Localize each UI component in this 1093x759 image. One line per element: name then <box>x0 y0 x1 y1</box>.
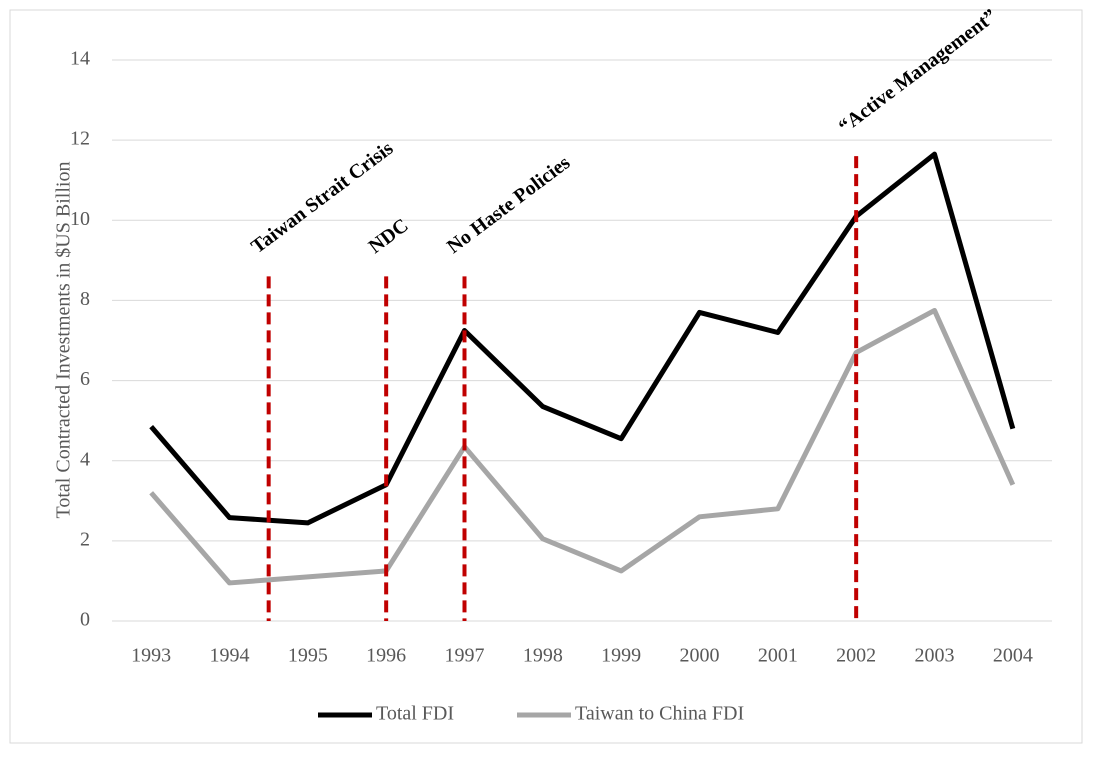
y-tick-label: 12 <box>70 128 90 150</box>
series-line <box>149 307 1016 586</box>
x-tick-label: 1995 <box>288 645 328 667</box>
x-tick-label: 2004 <box>993 645 1033 667</box>
y-tick-label: 6 <box>80 368 90 390</box>
x-tick-label: 1993 <box>131 645 171 667</box>
y-tick-label: 4 <box>80 448 90 470</box>
series-line <box>149 151 1016 526</box>
x-tick-label: 2000 <box>680 645 720 667</box>
legend-label: Taiwan to China FDI <box>575 703 744 725</box>
x-tick-label: 1998 <box>523 645 563 667</box>
y-tick-label: 10 <box>70 208 90 230</box>
chart-frame <box>9 9 1083 744</box>
y-axis-label: Total Contracted Investments in $US Bill… <box>53 162 75 519</box>
y-tick-label: 8 <box>80 288 90 310</box>
x-tick-label: 2001 <box>758 645 798 667</box>
x-tick-label: 2003 <box>915 645 955 667</box>
x-tick-label: 1997 <box>445 645 485 667</box>
x-tick-label: 1999 <box>601 645 641 667</box>
y-tick-label: 2 <box>80 528 90 550</box>
legend-label: Total FDI <box>376 703 454 725</box>
x-tick-label: 1996 <box>366 645 406 667</box>
y-tick-label: 0 <box>80 609 90 631</box>
x-tick-label: 2002 <box>836 645 876 667</box>
y-tick-label: 14 <box>70 48 90 70</box>
x-tick-label: 1994 <box>210 645 250 667</box>
